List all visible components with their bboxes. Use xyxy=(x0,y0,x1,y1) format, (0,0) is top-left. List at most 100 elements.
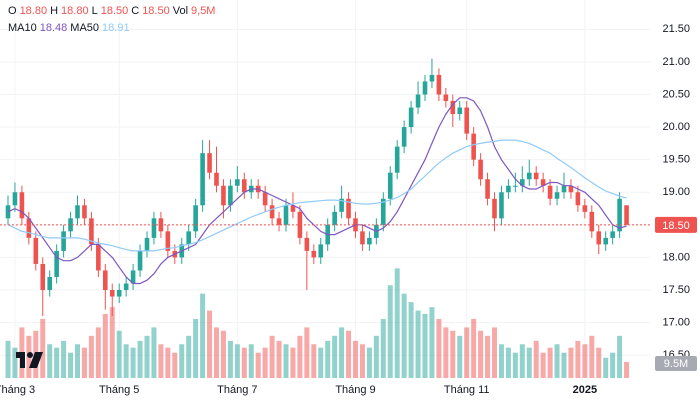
volume-bar xyxy=(568,347,574,378)
candle-body xyxy=(589,211,595,232)
candle-body xyxy=(68,218,73,232)
volume-bar xyxy=(68,352,74,378)
volume-bar xyxy=(485,335,491,378)
legend-value: 18.80 xyxy=(19,5,48,17)
volume-bar xyxy=(582,344,588,378)
candle-body xyxy=(415,94,421,108)
candle-body xyxy=(408,107,414,128)
legend-label: MA50 xyxy=(70,22,100,34)
candle-body xyxy=(61,231,66,251)
volume-bar xyxy=(137,340,143,378)
candle-body xyxy=(561,185,567,193)
volume-bar xyxy=(276,340,282,378)
volume-bar xyxy=(193,318,199,378)
volume-bar xyxy=(492,327,497,378)
volume-bar xyxy=(617,335,623,378)
candle-body xyxy=(492,198,497,219)
volume-bar xyxy=(47,344,53,378)
volume-bar xyxy=(283,344,289,378)
volume-bar xyxy=(339,327,345,378)
x-tick-label: 2025 xyxy=(573,384,597,396)
last-volume-tag xyxy=(655,355,697,371)
y-tick-label: 19.00 xyxy=(662,186,690,198)
candle-body xyxy=(443,94,449,102)
candle-body xyxy=(360,231,365,245)
volume-bar xyxy=(596,347,602,378)
volume-bar xyxy=(179,344,185,378)
volume-bar xyxy=(624,361,630,378)
candle-body xyxy=(471,133,476,160)
y-tick-label: 21.00 xyxy=(662,56,690,68)
candle-body xyxy=(19,192,25,219)
candle-body xyxy=(339,198,344,212)
candle-body xyxy=(290,205,296,212)
volume-bar xyxy=(436,318,442,378)
volume-bar xyxy=(519,344,525,378)
candle-body xyxy=(506,185,511,193)
candle-body xyxy=(533,172,539,180)
legend-label: Vol xyxy=(172,5,189,17)
candle-body xyxy=(165,231,171,251)
volume-bar xyxy=(498,344,504,378)
volume-bar xyxy=(255,352,261,378)
legend-label: O xyxy=(8,5,17,17)
last-price-label: 18.50 xyxy=(662,220,690,232)
volume-bar xyxy=(450,330,456,378)
volume-bar xyxy=(88,335,94,378)
volume-bar xyxy=(172,352,178,378)
candle-body xyxy=(109,290,115,297)
x-tick-label: Tháng 3 xyxy=(0,384,35,396)
candle-body xyxy=(450,101,456,115)
legend-label: MA10 xyxy=(8,22,37,34)
volume-bar xyxy=(408,302,414,378)
legend-value: 18.91 xyxy=(102,22,130,34)
candle-body xyxy=(54,250,59,277)
candle-body xyxy=(221,185,226,206)
candle-body xyxy=(554,192,560,199)
candle-body xyxy=(123,283,129,291)
candle-body xyxy=(96,244,101,271)
ohlc-legend: O 18.80 H 18.80 L 18.50 C 18.50 Vol 9,5M xyxy=(8,5,218,17)
candle-body xyxy=(200,153,205,206)
volume-bar xyxy=(116,330,122,378)
candle-body xyxy=(103,270,108,291)
volume-bar xyxy=(220,330,226,378)
legend-value: 18.50 xyxy=(142,5,170,17)
candle-body xyxy=(207,153,212,173)
volume-bar xyxy=(366,347,372,378)
logo xyxy=(16,352,43,368)
volume-bar xyxy=(109,307,115,378)
last-volume-label: 9.5M xyxy=(664,358,688,370)
candle-body xyxy=(186,231,191,245)
ma-line xyxy=(7,97,627,285)
candle-body xyxy=(269,205,275,219)
candle-body xyxy=(5,205,11,219)
y-tick-label: 17.50 xyxy=(662,284,690,296)
candle-body xyxy=(116,290,122,297)
candle-body xyxy=(130,270,136,284)
volume-bar xyxy=(75,344,80,378)
volume-bar xyxy=(401,293,407,378)
candle-body xyxy=(82,205,87,219)
volume-bar xyxy=(505,347,511,378)
volume-bar xyxy=(151,327,157,378)
volume-bar xyxy=(415,310,421,378)
volume-bar xyxy=(102,313,108,378)
volume-bar xyxy=(603,357,609,378)
candle-body xyxy=(311,250,317,258)
indicator-legend: MA10 18.48 MA50 18.91 xyxy=(8,22,133,34)
candle-body xyxy=(144,237,150,251)
candle-body xyxy=(520,179,525,186)
y-tick-label: 17.00 xyxy=(662,317,690,329)
candle-body xyxy=(526,172,532,180)
volume-bar xyxy=(478,330,484,378)
volume-bar xyxy=(346,330,352,378)
last-price-tag xyxy=(655,216,697,233)
candle-body xyxy=(394,146,400,173)
volume-bar xyxy=(512,352,518,378)
volume-bar xyxy=(144,335,150,378)
candle-body xyxy=(283,205,289,225)
volume-bar xyxy=(443,327,449,378)
x-tick-label: Tháng 5 xyxy=(99,384,139,396)
